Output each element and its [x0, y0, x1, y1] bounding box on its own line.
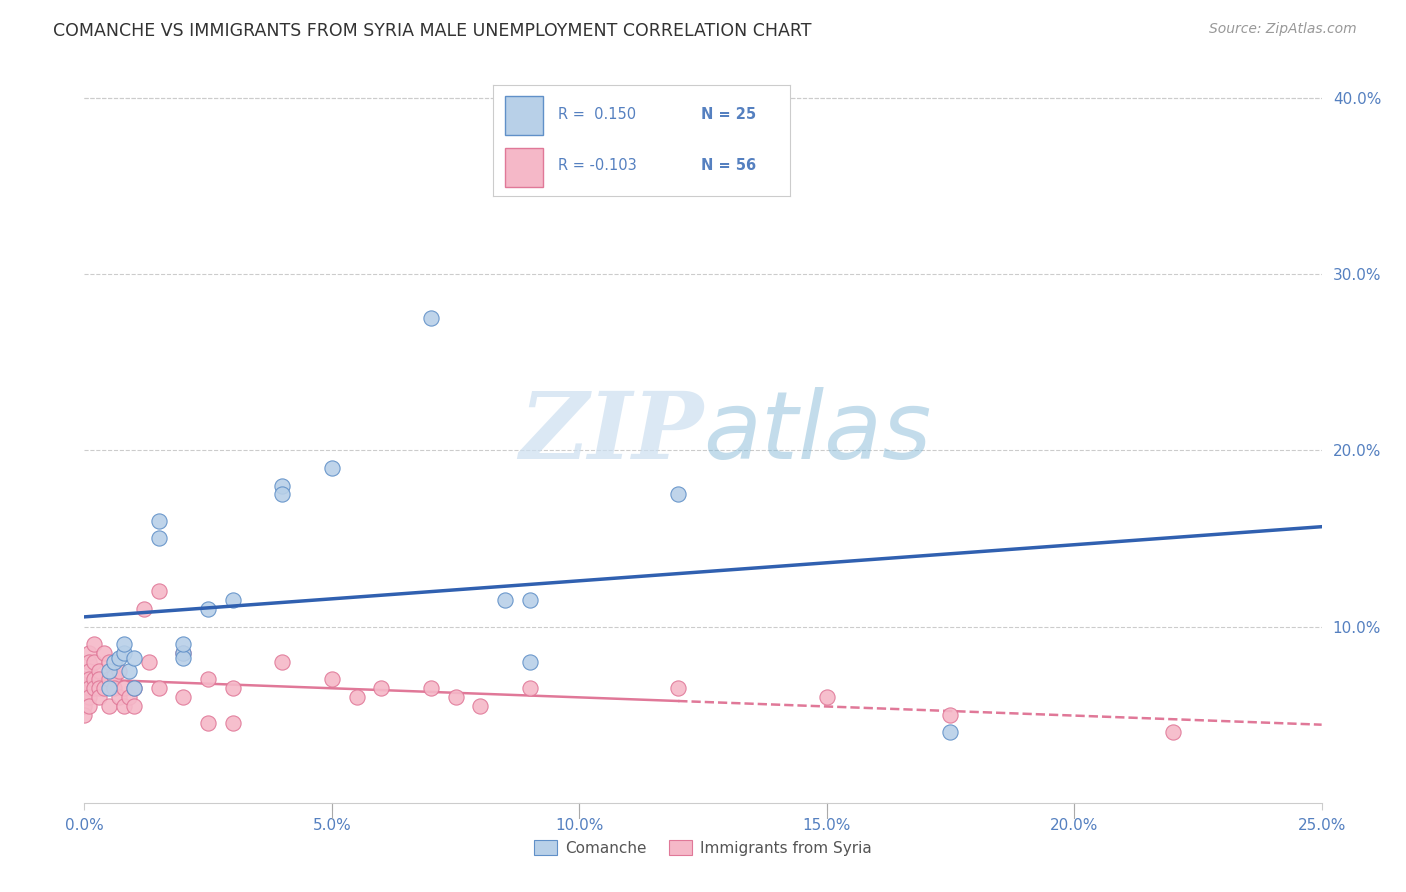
Text: ZIP: ZIP — [519, 388, 703, 477]
Point — [172, 690, 194, 704]
Point — [89, 673, 111, 687]
Point — [118, 690, 141, 704]
Point — [939, 725, 962, 739]
Point — [73, 673, 96, 687]
Point — [939, 707, 962, 722]
Point — [108, 651, 131, 665]
Point — [83, 637, 105, 651]
Point — [666, 487, 689, 501]
Point — [122, 698, 145, 713]
Point — [815, 690, 838, 704]
Point — [98, 664, 121, 678]
Point — [83, 673, 105, 687]
Point — [103, 655, 125, 669]
Point — [79, 655, 101, 669]
Point — [98, 655, 121, 669]
Point — [93, 681, 115, 696]
Point — [271, 478, 294, 492]
Point — [79, 698, 101, 713]
Point — [79, 690, 101, 704]
Point — [197, 673, 219, 687]
Point — [172, 646, 194, 660]
Point — [519, 655, 541, 669]
Point — [112, 646, 135, 660]
Point — [89, 690, 111, 704]
Point — [666, 681, 689, 696]
Point — [79, 681, 101, 696]
Point — [419, 311, 441, 326]
Point — [132, 602, 155, 616]
Point — [172, 637, 194, 651]
Point — [93, 646, 115, 660]
Point — [148, 532, 170, 546]
Point — [83, 655, 105, 669]
Text: Source: ZipAtlas.com: Source: ZipAtlas.com — [1209, 22, 1357, 37]
Point — [73, 707, 96, 722]
Point — [222, 681, 245, 696]
Point — [346, 690, 368, 704]
Point — [222, 716, 245, 731]
Point — [79, 673, 101, 687]
Point — [321, 673, 343, 687]
Point — [172, 651, 194, 665]
Point — [73, 698, 96, 713]
Point — [79, 664, 101, 678]
Point — [79, 646, 101, 660]
Point — [103, 669, 125, 683]
Point — [321, 461, 343, 475]
Point — [98, 681, 121, 696]
Point — [108, 664, 131, 678]
Point — [98, 673, 121, 687]
Point — [73, 690, 96, 704]
Point — [108, 690, 131, 704]
Point — [222, 593, 245, 607]
Point — [444, 690, 467, 704]
Point — [112, 681, 135, 696]
Point — [271, 655, 294, 669]
Point — [470, 698, 492, 713]
Text: COMANCHE VS IMMIGRANTS FROM SYRIA MALE UNEMPLOYMENT CORRELATION CHART: COMANCHE VS IMMIGRANTS FROM SYRIA MALE U… — [53, 22, 811, 40]
Point — [122, 651, 145, 665]
Point — [103, 681, 125, 696]
Text: atlas: atlas — [703, 387, 931, 478]
Point — [419, 681, 441, 696]
Point — [370, 681, 392, 696]
Point — [73, 681, 96, 696]
Point — [122, 681, 145, 696]
Point — [89, 664, 111, 678]
Point — [112, 698, 135, 713]
Point — [118, 664, 141, 678]
Point — [197, 602, 219, 616]
Point — [148, 514, 170, 528]
Point — [83, 681, 105, 696]
Point — [148, 584, 170, 599]
Point — [271, 487, 294, 501]
Point — [1161, 725, 1184, 739]
Point — [138, 655, 160, 669]
Point — [89, 681, 111, 696]
Point — [98, 698, 121, 713]
Point — [172, 646, 194, 660]
Point — [519, 681, 541, 696]
Point — [122, 681, 145, 696]
Point — [112, 637, 135, 651]
Point — [148, 681, 170, 696]
Point — [197, 716, 219, 731]
Point — [519, 593, 541, 607]
Legend: Comanche, Immigrants from Syria: Comanche, Immigrants from Syria — [529, 834, 877, 862]
Point — [494, 593, 516, 607]
